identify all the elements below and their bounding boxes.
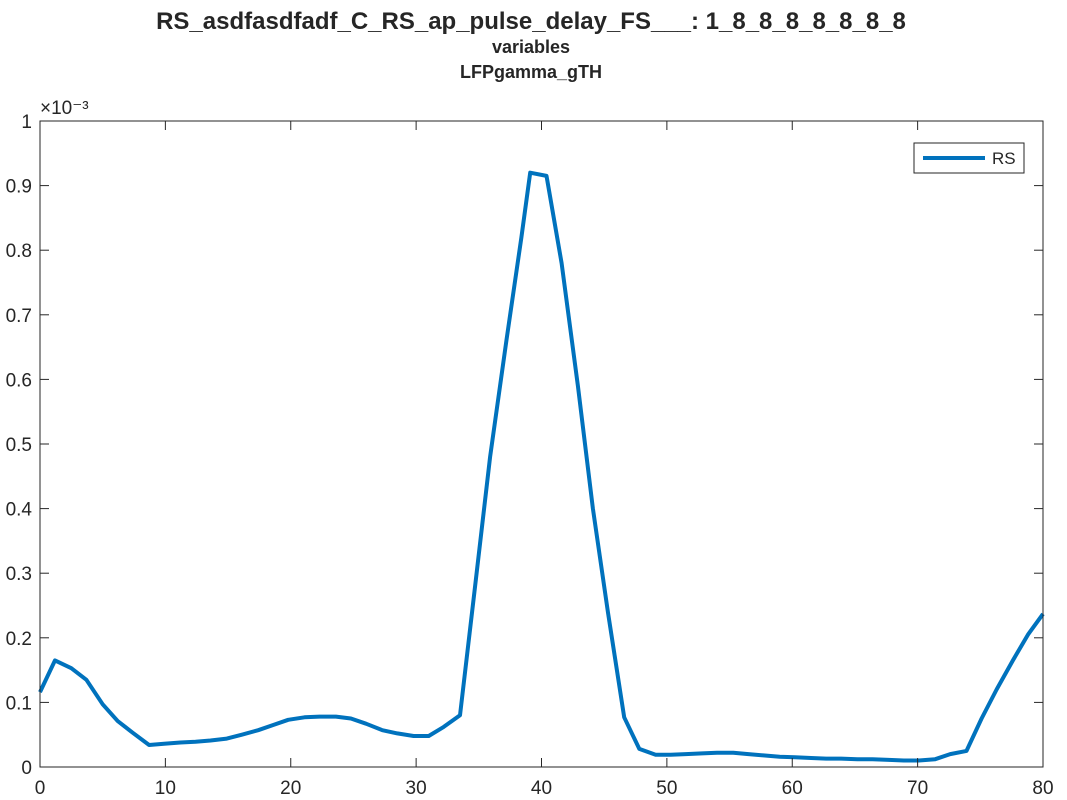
y-tick-label: 0.6 bbox=[6, 370, 32, 391]
chart-subtitle-line-2: LFPgamma_gTH bbox=[460, 62, 602, 82]
x-tick-label: 50 bbox=[656, 778, 677, 799]
y-tick-label: 0 bbox=[21, 758, 32, 779]
y-tick-label: 0.3 bbox=[6, 564, 32, 585]
y-tick-label: 0.9 bbox=[6, 177, 32, 198]
x-tick-label: 70 bbox=[907, 778, 928, 799]
x-tick-label: 40 bbox=[531, 778, 552, 799]
legend: RS bbox=[913, 142, 1025, 174]
x-tick-label: 20 bbox=[280, 778, 301, 799]
x-tick-label: 0 bbox=[35, 778, 46, 799]
series-line-rs bbox=[38, 170, 1045, 763]
y-axis-exponent-label: ×10⁻³ bbox=[40, 98, 89, 119]
y-tick-label: 0.4 bbox=[6, 500, 33, 521]
plot-area bbox=[38, 170, 1045, 763]
y-tick-label: 0.5 bbox=[6, 435, 32, 456]
legend-label-rs: RS bbox=[992, 149, 1016, 168]
x-tick-label: 60 bbox=[782, 778, 803, 799]
x-tick-label: 80 bbox=[1032, 778, 1053, 799]
y-tick-label: 0.2 bbox=[6, 629, 32, 650]
y-tick-label: 0.8 bbox=[6, 241, 32, 262]
axes: 0 10 20 30 40 50 60 70 80 0 0.1 0.2 0.3 0.4 0.5 0.6 0.7 0… bbox=[6, 112, 1054, 799]
chart-subtitle-line-1: variables bbox=[492, 37, 570, 57]
chart-title: RS_asdfasdfadf_C_RS_ap_pulse_delay_FS___… bbox=[156, 8, 906, 35]
x-tick-label: 10 bbox=[155, 778, 176, 799]
y-tick-label: 1 bbox=[21, 112, 32, 133]
y-tick-label: 0.1 bbox=[6, 693, 32, 714]
y-tick-label: 0.7 bbox=[6, 306, 32, 327]
x-tick-label: 30 bbox=[406, 778, 427, 799]
